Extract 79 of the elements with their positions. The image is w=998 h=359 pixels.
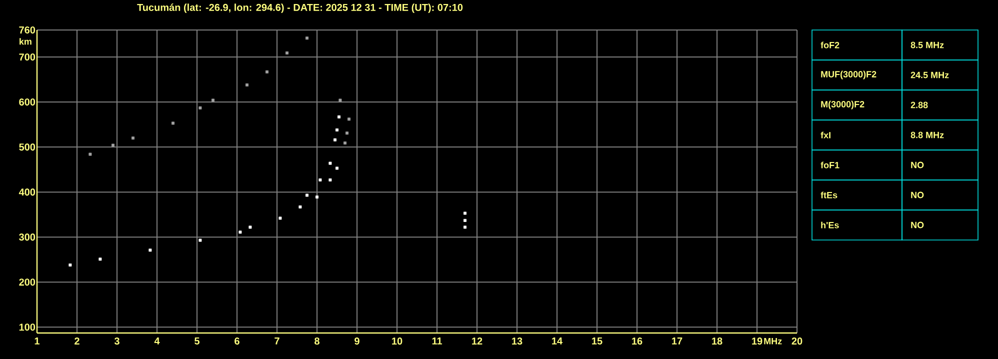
point — [464, 218, 467, 222]
x-tick-label: 1 — [34, 338, 40, 344]
point — [334, 138, 337, 142]
point — [318, 178, 322, 182]
x-tick-label: 13 — [512, 338, 522, 345]
x-tick-label: 17 — [672, 338, 682, 344]
y-tick-label: 400 — [18, 188, 36, 196]
point — [328, 162, 332, 165]
y-tick-label: 300 — [19, 234, 36, 241]
point — [344, 142, 347, 145]
point — [336, 128, 339, 132]
point — [338, 98, 342, 102]
point — [306, 194, 309, 197]
x-tick-label: 15 — [592, 338, 602, 345]
point — [212, 98, 214, 102]
text: MUF(3000)F2 — [821, 70, 876, 80]
x-tick-label: 11 — [432, 338, 442, 344]
text: fxI — [820, 132, 830, 138]
point — [88, 152, 92, 156]
x-tick-label: 16 — [632, 338, 642, 345]
point — [198, 106, 202, 110]
text: NO — [911, 192, 924, 198]
point — [348, 118, 351, 121]
y-tick-label: 760 — [19, 26, 36, 34]
text: h'Es — [821, 222, 839, 228]
y-tick-label: 600 — [19, 98, 36, 106]
x-tick-label: 2 — [74, 338, 80, 345]
chart-title: Tucumán (lat: -26.9, lon: 294.6) - DATE: 2025 12 31 - TIME (UT): 07:10 — [137, 4, 463, 13]
x-tick-label: 6 — [234, 338, 240, 345]
x-tick-label: 5 — [194, 338, 200, 345]
point — [464, 212, 467, 215]
y-tick-label: 100 — [19, 324, 36, 331]
point — [98, 258, 102, 261]
x-tick-label: 12 — [472, 338, 482, 345]
x-tick-label: 9 — [354, 338, 360, 345]
text: ftEs — [820, 192, 838, 198]
point — [286, 51, 289, 54]
point — [112, 144, 115, 147]
point — [464, 226, 467, 229]
y-tick-label: 500 — [19, 144, 36, 151]
x-axis-title: MHz — [764, 338, 782, 344]
text: NO — [911, 222, 924, 228]
x-tick-label: 18 — [712, 338, 722, 345]
point — [338, 115, 341, 118]
point — [172, 122, 175, 125]
x-tick-label: 8 — [314, 338, 320, 345]
point — [278, 216, 282, 220]
text: 24.5 MHz — [910, 72, 949, 78]
x-tick-label: 3 — [114, 338, 120, 345]
point — [266, 70, 269, 74]
text: 8.5 MHz — [910, 42, 944, 48]
point — [148, 248, 152, 252]
text: 2.88 — [910, 102, 928, 108]
x-tick-label: 19 — [752, 338, 762, 345]
x-tick-label: 14 — [552, 338, 563, 344]
point — [306, 36, 309, 40]
point — [132, 136, 135, 140]
text: NO — [911, 162, 924, 168]
text: M(3000)F2 — [821, 100, 864, 110]
point — [198, 238, 202, 242]
point — [248, 226, 252, 229]
y-tick-label: 200 — [19, 278, 36, 286]
point — [346, 132, 349, 135]
x-tick-label: 20 — [792, 338, 802, 345]
x-tick-label: 4 — [154, 338, 160, 344]
point — [328, 178, 332, 182]
point — [336, 166, 339, 170]
x-tick-label: 7 — [274, 338, 280, 344]
text: foF1 — [820, 162, 840, 168]
x-tick-label: 10 — [392, 338, 402, 345]
point — [316, 196, 319, 199]
y-tick-label: 700 — [19, 53, 36, 61]
point — [246, 83, 249, 86]
point — [238, 230, 242, 234]
point — [298, 205, 302, 208]
point — [68, 264, 72, 267]
text: foF2 — [820, 42, 840, 48]
y-axis-title: km — [20, 38, 32, 45]
text: 8.8 MHz — [910, 132, 944, 138]
